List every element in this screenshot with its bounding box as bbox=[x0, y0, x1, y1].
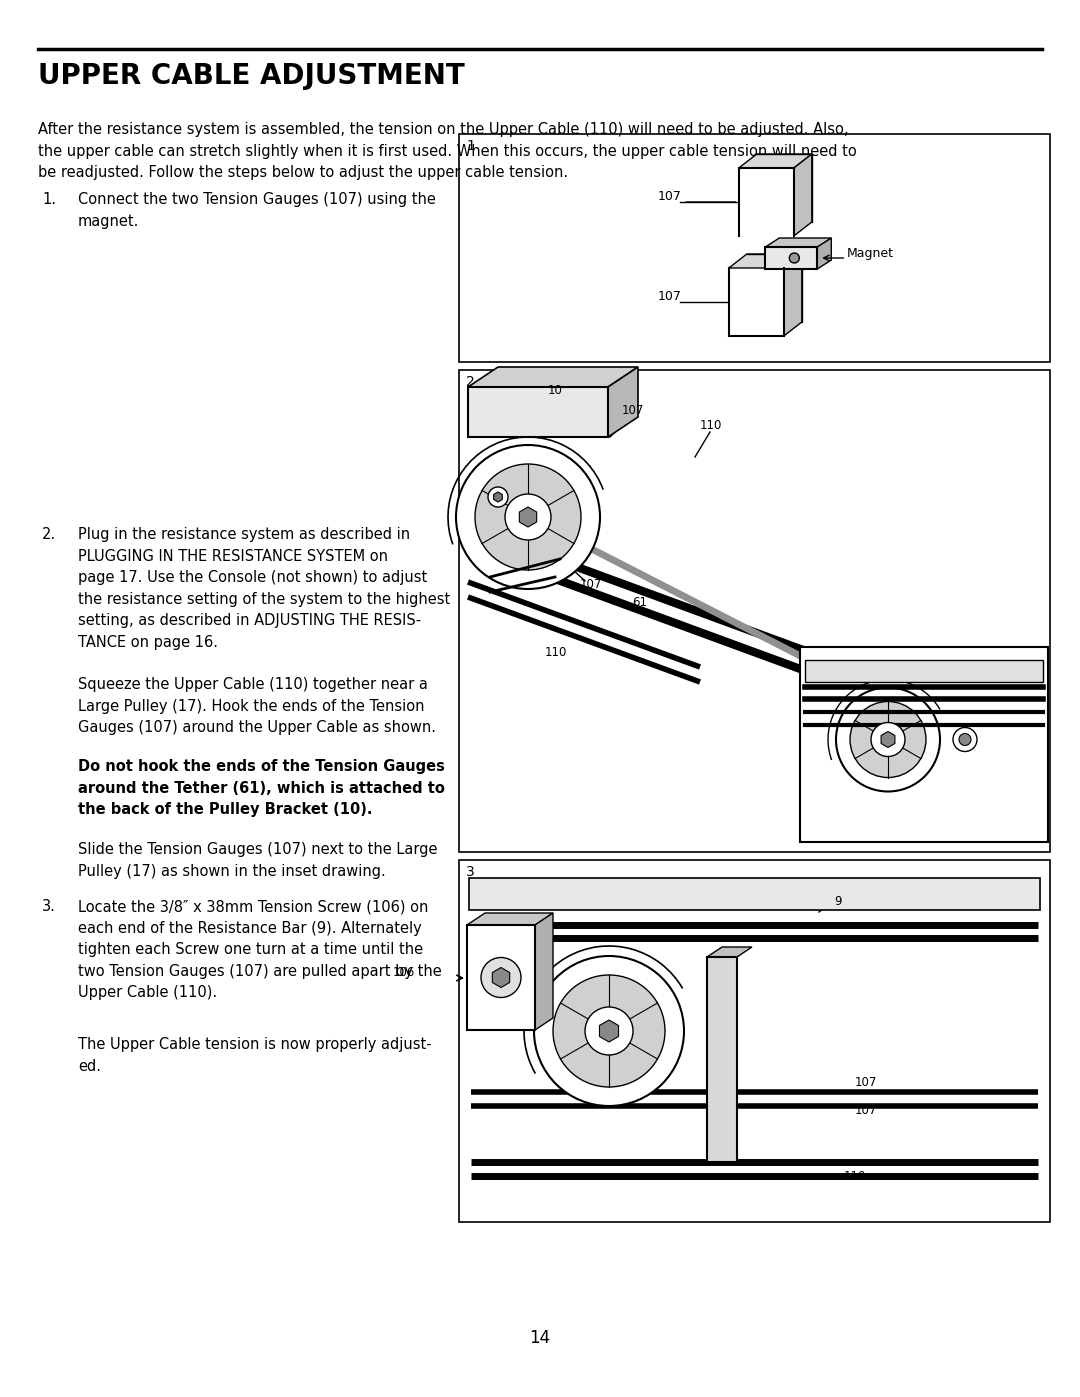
Circle shape bbox=[534, 956, 684, 1106]
Circle shape bbox=[505, 495, 551, 541]
Text: 110: 110 bbox=[545, 645, 567, 658]
Circle shape bbox=[959, 733, 971, 746]
Bar bbox=[707, 957, 737, 1162]
Polygon shape bbox=[599, 1020, 619, 1042]
Polygon shape bbox=[881, 732, 895, 747]
Bar bbox=[800, 647, 1048, 842]
Circle shape bbox=[475, 464, 581, 570]
Polygon shape bbox=[492, 968, 510, 988]
Bar bbox=[467, 925, 535, 1030]
Polygon shape bbox=[739, 154, 812, 168]
Text: Connect the two Tension Gauges (107) using the
magnet.: Connect the two Tension Gauges (107) usi… bbox=[78, 191, 436, 229]
Text: 107: 107 bbox=[622, 404, 645, 416]
Polygon shape bbox=[608, 367, 638, 437]
Circle shape bbox=[850, 701, 926, 778]
Text: 107: 107 bbox=[980, 764, 1001, 774]
Text: 107: 107 bbox=[855, 1104, 877, 1116]
Circle shape bbox=[488, 488, 508, 507]
Polygon shape bbox=[784, 254, 801, 337]
Text: 110: 110 bbox=[700, 419, 723, 432]
Circle shape bbox=[456, 446, 600, 590]
Polygon shape bbox=[535, 914, 553, 1030]
Text: Locate the 3/8″ x 38mm Tension Screw (106) on
each end of the Resistance Bar (9): Locate the 3/8″ x 38mm Tension Screw (10… bbox=[78, 900, 442, 1000]
Text: Slide the Tension Gauges (107) next to the Large
Pulley (17) as shown in the ins: Slide the Tension Gauges (107) next to t… bbox=[78, 842, 437, 879]
Bar bbox=[459, 134, 1050, 362]
Text: Magnet: Magnet bbox=[847, 246, 893, 260]
Text: 107: 107 bbox=[580, 578, 603, 591]
Text: 17: 17 bbox=[810, 820, 824, 830]
Circle shape bbox=[953, 728, 977, 752]
Bar bbox=[805, 659, 1043, 682]
Polygon shape bbox=[794, 154, 812, 236]
Text: 61: 61 bbox=[632, 597, 647, 609]
Circle shape bbox=[481, 957, 521, 997]
Text: 17: 17 bbox=[474, 506, 489, 518]
Circle shape bbox=[789, 253, 799, 263]
Polygon shape bbox=[818, 237, 832, 270]
Circle shape bbox=[553, 975, 665, 1087]
Polygon shape bbox=[519, 507, 537, 527]
Text: Plug in the resistance system as described in
PLUGGING IN THE RESISTANCE SYSTEM : Plug in the resistance system as describ… bbox=[78, 527, 450, 650]
Text: 2.: 2. bbox=[42, 527, 56, 542]
Text: 1: 1 bbox=[465, 138, 475, 154]
Bar bbox=[459, 370, 1050, 852]
Text: 110: 110 bbox=[843, 1171, 866, 1183]
Polygon shape bbox=[494, 492, 502, 502]
Text: 10: 10 bbox=[548, 384, 563, 397]
Text: Squeeze the Upper Cable (110) together near a
Large Pulley (17). Hook the ends o: Squeeze the Upper Cable (110) together n… bbox=[78, 678, 436, 735]
Bar bbox=[766, 247, 818, 270]
Text: 1.: 1. bbox=[42, 191, 56, 207]
Circle shape bbox=[836, 687, 940, 792]
Text: 2: 2 bbox=[465, 374, 475, 388]
Text: 110: 110 bbox=[910, 820, 931, 830]
Text: 14: 14 bbox=[529, 1329, 551, 1347]
Bar bbox=[469, 877, 1040, 909]
Text: 106: 106 bbox=[393, 967, 415, 979]
Polygon shape bbox=[707, 947, 752, 957]
Polygon shape bbox=[468, 367, 638, 387]
Text: 107: 107 bbox=[858, 820, 879, 830]
Text: 107: 107 bbox=[855, 1076, 877, 1088]
Polygon shape bbox=[467, 914, 553, 925]
Text: Do not hook the ends of the Tension Gauges
around the Tether (61), which is atta: Do not hook the ends of the Tension Gaug… bbox=[78, 759, 445, 817]
Text: 3: 3 bbox=[465, 865, 475, 879]
Circle shape bbox=[585, 1007, 633, 1055]
Bar bbox=[459, 861, 1050, 1222]
Circle shape bbox=[870, 722, 905, 757]
Text: 107: 107 bbox=[658, 190, 681, 204]
Text: 9: 9 bbox=[834, 895, 841, 908]
Polygon shape bbox=[766, 237, 832, 247]
Polygon shape bbox=[729, 254, 801, 268]
Text: 3.: 3. bbox=[42, 900, 56, 914]
Text: The Upper Cable tension is now properly adjust-
ed.: The Upper Cable tension is now properly … bbox=[78, 1037, 432, 1074]
Text: After the resistance system is assembled, the tension on the Upper Cable (110) w: After the resistance system is assembled… bbox=[38, 122, 856, 180]
Bar bbox=[468, 387, 608, 437]
Text: UPPER CABLE ADJUSTMENT: UPPER CABLE ADJUSTMENT bbox=[38, 61, 464, 89]
Text: 107: 107 bbox=[658, 291, 681, 303]
